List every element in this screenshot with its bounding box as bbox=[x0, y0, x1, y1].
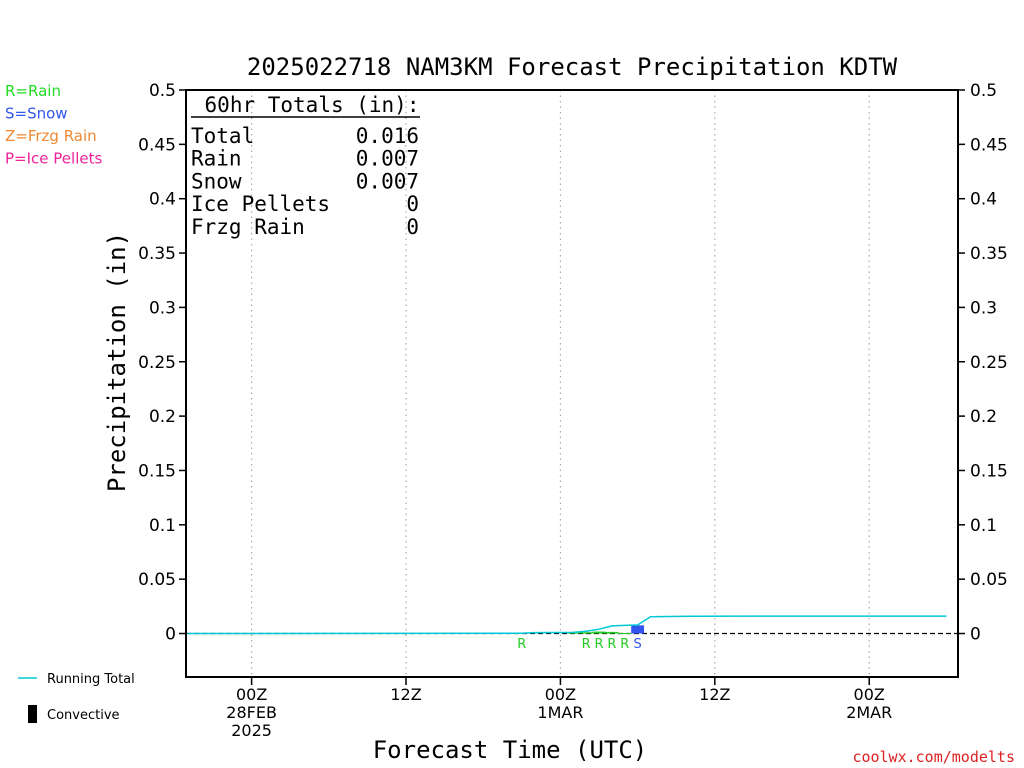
y-axis-label: Precipitation (in) bbox=[103, 232, 131, 492]
precip-type-marker: R bbox=[607, 637, 616, 652]
y-tick-label: 0.5 bbox=[149, 81, 176, 101]
y-tick-label-right: 0.25 bbox=[970, 353, 1008, 373]
credit-label: coolwx.com/modelts bbox=[852, 748, 1015, 766]
precip-bar bbox=[618, 632, 632, 634]
precip-bar bbox=[592, 631, 606, 634]
precip-type-marker: R bbox=[620, 637, 629, 652]
legend-bottom-label: Convective bbox=[47, 708, 120, 723]
precip-type-marker: R bbox=[594, 637, 603, 652]
totals-row-label: Snow bbox=[191, 169, 242, 193]
y-tick-label-right: 0.2 bbox=[970, 407, 997, 427]
y-tick-label-right: 0.5 bbox=[970, 81, 997, 101]
totals-row-value: 0 bbox=[406, 192, 419, 216]
y-tick-label-right: 0.35 bbox=[970, 244, 1008, 264]
precip-bar bbox=[579, 632, 593, 634]
legend-bottom-label: Running Total bbox=[47, 672, 135, 687]
y-tick-label: 0.45 bbox=[138, 135, 176, 155]
y-tick-label: 0.35 bbox=[138, 244, 176, 264]
totals-header: 60hr Totals (in): bbox=[205, 93, 420, 117]
precip-bar bbox=[605, 631, 619, 634]
totals-row-value: 0.007 bbox=[356, 169, 419, 193]
x-tick-label: 2MAR bbox=[846, 703, 892, 722]
y-tick-label-right: 0.3 bbox=[970, 298, 997, 318]
x-tick-label: 00Z bbox=[236, 685, 267, 704]
y-tick-label: 0.2 bbox=[149, 407, 176, 427]
y-tick-label: 0.05 bbox=[138, 570, 176, 590]
precip-type-marker: R bbox=[517, 637, 526, 652]
legend-type-item: Z=Frzg Rain bbox=[5, 127, 97, 145]
x-tick-label: 28FEB bbox=[226, 703, 277, 722]
totals-row-label: Ice Pellets bbox=[191, 192, 330, 216]
x-tick-label: 00Z bbox=[545, 685, 576, 704]
running-total-line bbox=[187, 615, 947, 635]
y-tick-label: 0 bbox=[165, 625, 176, 645]
y-tick-label: 0.3 bbox=[149, 298, 176, 318]
y-tick-label-right: 0.1 bbox=[970, 516, 997, 536]
y-tick-label: 0.1 bbox=[149, 516, 176, 536]
y-tick-label: 0.4 bbox=[149, 190, 176, 210]
y-tick-label-right: 0.05 bbox=[970, 570, 1008, 590]
x-tick-label: 00Z bbox=[854, 685, 885, 704]
legend-type-item: P=Ice Pellets bbox=[5, 150, 102, 168]
precip-type-marker: R bbox=[582, 637, 591, 652]
totals-row-label: Rain bbox=[191, 147, 242, 171]
precip-type-marker: S bbox=[633, 637, 641, 652]
legend-type-item: S=Snow bbox=[5, 105, 68, 123]
chart-title: 2025022718 NAM3KM Forecast Precipitation… bbox=[247, 53, 898, 81]
y-tick-label: 0.15 bbox=[138, 461, 176, 481]
y-tick-label-right: 0.45 bbox=[970, 135, 1008, 155]
totals-row-value: 0 bbox=[406, 215, 419, 239]
totals-row-label: Total bbox=[191, 124, 254, 148]
y-tick-label-right: 0.4 bbox=[970, 190, 997, 210]
x-tick-label: 1MAR bbox=[537, 703, 583, 722]
totals-row-value: 0.007 bbox=[356, 147, 419, 171]
y-tick-label: 0.25 bbox=[138, 353, 176, 373]
legend-type-item: R=Rain bbox=[5, 82, 61, 100]
totals-row-label: Frzg Rain bbox=[191, 215, 305, 239]
totals-row-value: 0.016 bbox=[356, 124, 419, 148]
y-tick-label-right: 0.15 bbox=[970, 461, 1008, 481]
plot-frame bbox=[185, 89, 959, 678]
precip-bar bbox=[631, 625, 645, 634]
x-tick-label: 2025 bbox=[231, 721, 272, 740]
x-tick-label: 12Z bbox=[390, 685, 421, 704]
y-tick-label-right: 0 bbox=[970, 625, 981, 645]
x-axis-label: Forecast Time (UTC) bbox=[373, 736, 648, 764]
x-tick-label: 12Z bbox=[699, 685, 730, 704]
legend-bar-swatch bbox=[28, 705, 37, 723]
